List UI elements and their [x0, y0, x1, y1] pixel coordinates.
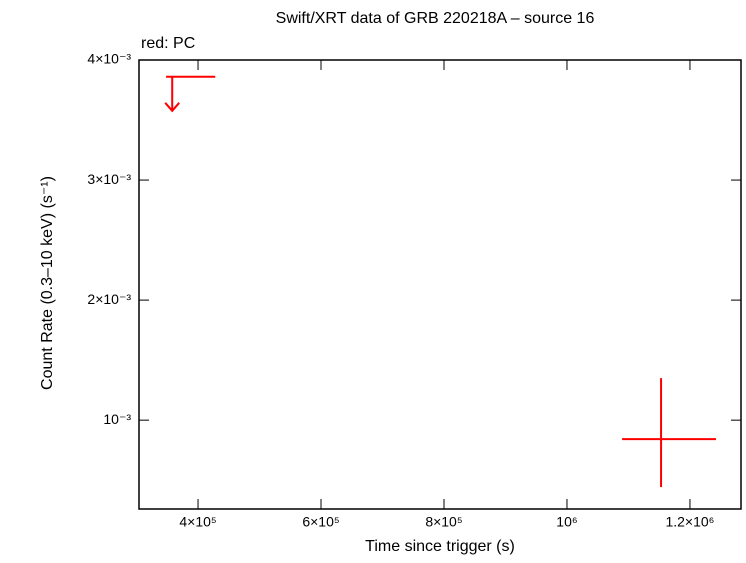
annotation: red: PC: [141, 35, 195, 52]
y-tick-label: 2×10⁻³: [87, 291, 131, 307]
y-tick-label: 3×10⁻³: [87, 171, 131, 187]
plot-frame: [138, 59, 742, 510]
x-axis-label: Time since trigger (s): [365, 538, 515, 555]
x-tick-label: 8×10⁵: [425, 514, 462, 530]
upper-limit-arrow: [164, 76, 180, 113]
x-tick-label: 1.2×10⁶: [665, 514, 714, 530]
x-tick-label: 6×10⁵: [302, 514, 339, 530]
y-tick-label: 4×10⁻³: [87, 51, 131, 67]
chart-title: Swift/XRT data of GRB 220218A – source 1…: [276, 10, 595, 27]
x-tick-label: 10⁶: [556, 514, 577, 530]
x-tick-label: 4×10⁵: [179, 514, 216, 530]
y-tick-label: 10⁻³: [103, 411, 131, 427]
y-axis-label: Count Rate (0.3–10 keV) (s⁻¹): [39, 176, 56, 390]
